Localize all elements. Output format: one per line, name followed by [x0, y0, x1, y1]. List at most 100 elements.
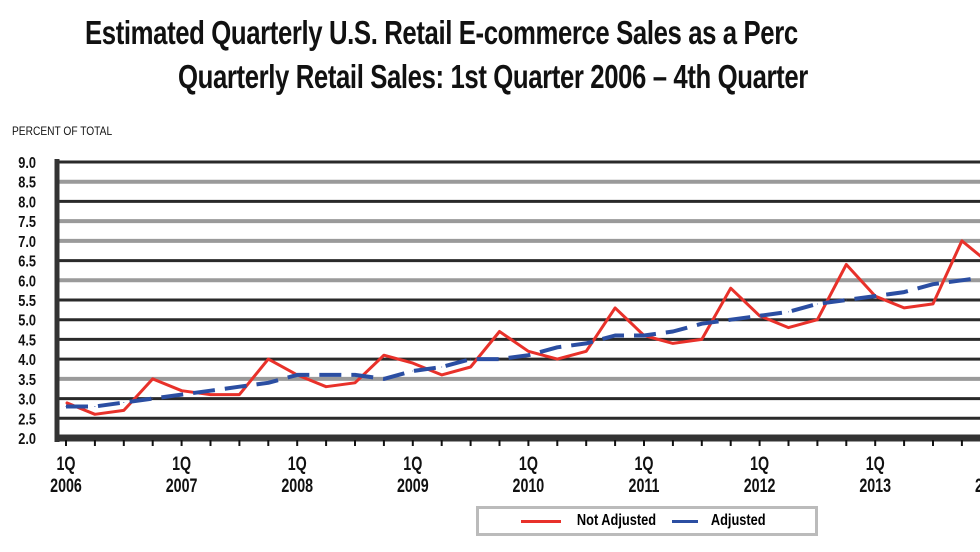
- data-point: [94, 413, 96, 415]
- data-point: [672, 342, 674, 344]
- data-point: [585, 350, 587, 352]
- data-point: [441, 366, 443, 368]
- data-point: [383, 378, 385, 380]
- data-point: [643, 334, 645, 336]
- data-point: [845, 299, 847, 301]
- data-point: [470, 366, 472, 368]
- x-tick-label-quarter: 1Q: [519, 453, 538, 474]
- data-point: [788, 311, 789, 313]
- x-tick-label-year: 2006: [50, 475, 82, 496]
- data-point: [874, 295, 876, 297]
- data-point: [210, 394, 211, 396]
- data-point: [123, 402, 125, 404]
- legend-swatch-not-adjusted: [521, 519, 562, 523]
- y-tick-label: 5.0: [18, 312, 36, 330]
- data-point: [701, 338, 703, 340]
- y-tick-label: 7.5: [18, 214, 36, 232]
- data-point: [903, 291, 905, 293]
- data-point: [499, 358, 500, 360]
- y-tick-label: 3.5: [18, 372, 36, 390]
- data-point: [816, 319, 818, 321]
- x-tick-label-quarter: 1Q: [403, 453, 422, 474]
- data-point: [614, 334, 616, 336]
- data-point: [94, 405, 96, 407]
- data-point: [585, 342, 587, 344]
- y-tick-label: 2.5: [18, 411, 36, 429]
- chart-title-line-2: Quarterly Retail Sales: 1st Quarter 2006…: [178, 58, 808, 95]
- y-tick-label: 9.0: [18, 155, 36, 173]
- data-point: [788, 327, 789, 329]
- series-line-not-adjusted: [65, 239, 980, 416]
- data-point: [412, 362, 414, 364]
- x-tick-label-quarter: 1Q: [866, 453, 885, 474]
- data-point: [903, 307, 905, 309]
- data-point: [267, 358, 269, 360]
- data-point: [672, 331, 674, 333]
- x-tick-label-year: 2009: [397, 475, 429, 496]
- data-point: [181, 394, 183, 396]
- legend-label-not-adjusted: Not Adjusted: [577, 512, 657, 529]
- data-point: [152, 378, 154, 380]
- data-point: [354, 374, 356, 376]
- data-point: [759, 315, 761, 317]
- x-tick-label-quarter: 1Q: [750, 453, 769, 474]
- x-tick-label-quarter: 1Q: [172, 453, 191, 474]
- x-tick-label-quarter: 1Q: [635, 453, 654, 474]
- y-tick-label: 6.0: [18, 273, 36, 291]
- x-tick-label-year: 2007: [166, 475, 198, 496]
- data-point: [961, 240, 963, 242]
- data-point: [845, 264, 847, 266]
- x-tick-label-year: 2013: [859, 475, 891, 496]
- x-tick-label-year: 2014: [975, 475, 980, 496]
- data-point: [325, 386, 327, 388]
- data-point: [730, 319, 732, 321]
- data-point: [210, 390, 211, 392]
- data-point: [614, 307, 616, 309]
- y-tick-label: 2.0: [18, 431, 36, 449]
- data-point: [527, 350, 529, 352]
- data-point: [932, 303, 934, 305]
- data-point: [123, 409, 125, 411]
- y-axis-label: PERCENT OF TOTAL: [12, 124, 113, 138]
- data-point: [238, 386, 240, 388]
- data-point: [701, 323, 703, 325]
- legend: Not Adjusted Adjusted: [476, 506, 818, 536]
- data-point: [152, 398, 154, 400]
- data-point: [354, 382, 356, 384]
- data-point: [383, 354, 385, 356]
- series-line-adjusted: [66, 275, 980, 409]
- y-tick-label: 6.5: [18, 253, 36, 271]
- data-point: [325, 374, 327, 376]
- data-point: [730, 287, 732, 289]
- x-tick-label-year: 2010: [513, 475, 545, 496]
- data-point: [527, 354, 529, 356]
- y-tick-label: 4.5: [18, 332, 36, 350]
- data-point: [499, 331, 500, 333]
- data-point: [238, 394, 240, 396]
- y-tick-label: 8.5: [18, 174, 36, 192]
- legend-swatch-adjusted: [672, 519, 699, 523]
- y-tick-label: 8.0: [18, 194, 36, 212]
- data-point: [267, 382, 269, 384]
- y-tick-label: 4.0: [18, 352, 36, 370]
- x-tick-label-year: 2008: [281, 475, 313, 496]
- y-tick-label: 5.5: [18, 293, 36, 311]
- y-tick-label: 3.0: [18, 391, 36, 409]
- data-point: [556, 358, 558, 360]
- data-point: [65, 402, 67, 404]
- data-point: [65, 405, 67, 407]
- data-point: [296, 374, 298, 376]
- data-point: [961, 279, 963, 281]
- legend-label-adjusted: Adjusted: [711, 512, 766, 529]
- x-tick-label-year: 2012: [744, 475, 776, 496]
- chart-title-line-1: Estimated Quarterly U.S. Retail E-commer…: [85, 14, 798, 51]
- y-tick-label: 7.0: [18, 234, 36, 252]
- data-point: [470, 358, 472, 360]
- data-point: [556, 346, 558, 348]
- data-point: [441, 374, 443, 376]
- data-point: [412, 370, 414, 372]
- data-point: [816, 303, 818, 305]
- x-tick-label-quarter: 1Q: [288, 453, 307, 474]
- data-point: [181, 390, 183, 392]
